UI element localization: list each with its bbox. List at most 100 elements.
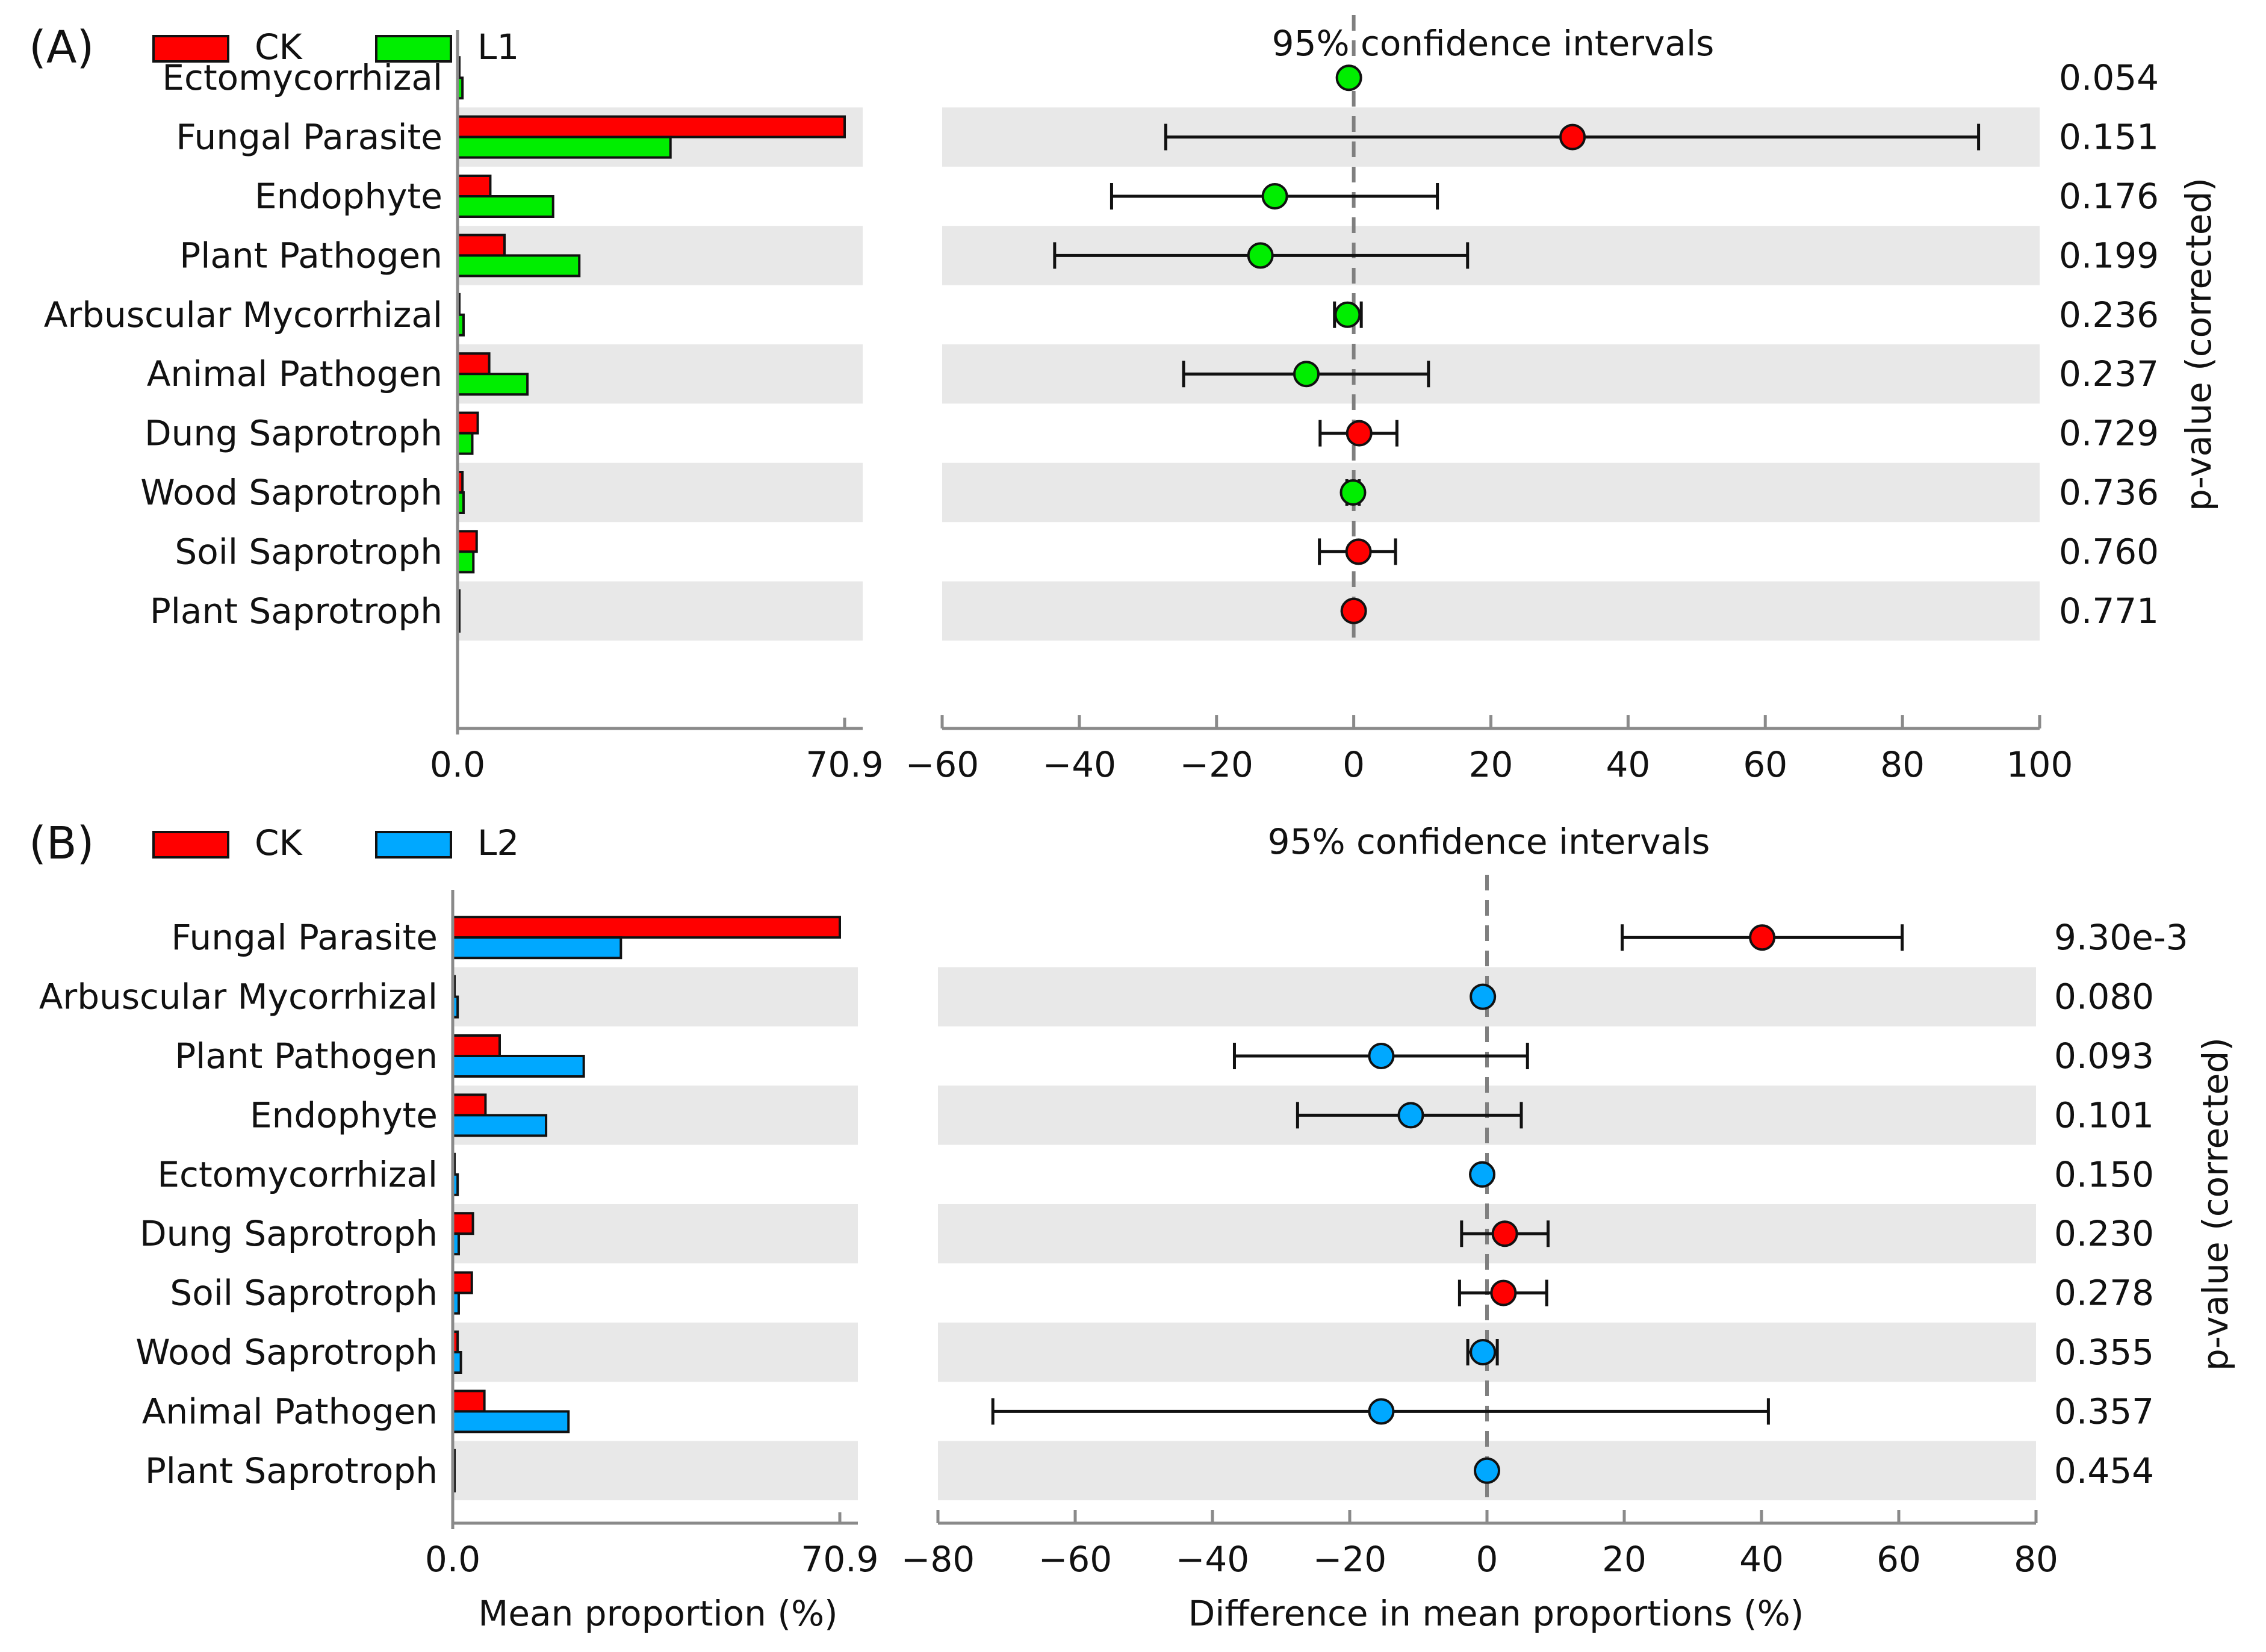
p-value: 0.278: [2054, 1273, 2154, 1314]
difference-point-ck: [1345, 538, 1372, 565]
difference-point-l2: [1474, 1457, 1500, 1484]
row-band-left: [453, 1322, 858, 1382]
bar-ck: [456, 411, 479, 435]
legend-label-l2: L2: [477, 822, 519, 863]
difference-point-l1: [1247, 242, 1274, 269]
category-label: Ectomycorrhizal: [157, 1154, 438, 1195]
p-value: 0.199: [2059, 235, 2159, 276]
difference-tick-label: −20: [1180, 744, 1253, 785]
difference-tick-label: 20: [1469, 744, 1513, 785]
p-value: 0.729: [2059, 413, 2159, 454]
category-label: Ectomycorrhizal: [162, 57, 442, 98]
category-label: Plant Saprotroph: [145, 1450, 438, 1491]
legend-swatch-l1: [375, 35, 452, 63]
difference-point-ck: [1491, 1220, 1518, 1247]
mean-proportion-tick-label: 70.9: [806, 744, 883, 785]
p-value: 9.30e-3: [2054, 917, 2188, 958]
panel-letter: (A): [29, 22, 94, 73]
difference-tick-label: 60: [1876, 1539, 1921, 1580]
bar-l2: [452, 936, 622, 960]
bar-l1: [456, 432, 474, 455]
category-label: Fungal Parasite: [176, 117, 442, 158]
category-label: Dung Saprotroph: [144, 413, 442, 454]
bar-ck: [456, 175, 492, 197]
p-value: 0.054: [2059, 57, 2159, 98]
difference-point-l1: [1261, 183, 1288, 210]
p-value: 0.236: [2059, 294, 2159, 335]
difference-point-l1: [1339, 479, 1367, 506]
category-label: Fungal Parasite: [171, 917, 438, 958]
bar-ck: [456, 115, 846, 138]
bar-l2: [452, 1410, 570, 1433]
difference-tick-label: 0: [1476, 1539, 1498, 1580]
p-value: 0.151: [2059, 117, 2159, 158]
row-band-left: [458, 581, 863, 641]
row-band-right: [942, 462, 2040, 523]
bar-l1: [456, 550, 475, 574]
difference-tick-label: −80: [901, 1539, 975, 1580]
difference-point-l2: [1470, 1339, 1497, 1365]
panel-letter: (B): [29, 818, 95, 869]
bar-ck: [452, 1390, 486, 1413]
p-value: 0.355: [2054, 1332, 2154, 1373]
row-band-left: [453, 1204, 858, 1264]
difference-tick-label: 40: [1606, 744, 1650, 785]
row-band-left: [458, 462, 863, 523]
category-label: Soil Saprotroph: [170, 1273, 438, 1314]
bar-ck: [456, 352, 491, 376]
panel-b: (B) CK L2 95% confidence intervals Fungal Pa…: [29, 818, 2236, 1580]
difference-point-l2: [1470, 983, 1497, 1010]
difference-tick-label: 60: [1743, 744, 1787, 785]
category-label: Dung Saprotroph: [140, 1213, 438, 1254]
ci-title: 95% confidence intervals: [1268, 821, 1710, 862]
difference-point-l2: [1397, 1102, 1424, 1129]
mean-proportion-tick-label: 0.0: [430, 744, 485, 785]
p-value-axis-label: p-value (corrected): [2195, 1037, 2236, 1371]
difference-point-ck: [1490, 1279, 1517, 1306]
difference-point-l2: [1469, 1161, 1496, 1188]
difference-axis-title: Difference in mean proportions (%): [1188, 1593, 1804, 1634]
p-value: 0.230: [2054, 1213, 2154, 1254]
mean-proportion-axis-title: Mean proportion (%): [478, 1593, 837, 1634]
difference-tick-label: 80: [1880, 744, 1925, 785]
p-value: 0.736: [2059, 472, 2159, 513]
bar-l2: [452, 1055, 585, 1078]
p-value: 0.150: [2054, 1154, 2154, 1195]
difference-tick-label: 100: [2007, 744, 2073, 785]
panel-a: (A) CK L1 95% confidence intervals Ectomycor…: [29, 15, 2219, 785]
category-label: Arbuscular Mycorrhizal: [39, 977, 438, 1017]
difference-point-l1: [1293, 361, 1320, 388]
row-band-right: [942, 581, 2040, 641]
difference-point-ck: [1749, 924, 1776, 951]
bar-ck: [456, 234, 506, 257]
legend-swatch-ck: [152, 831, 229, 859]
category-label: Arbuscular Mycorrhizal: [44, 294, 442, 335]
row-band-left: [453, 1441, 858, 1500]
bar-ck: [452, 1271, 473, 1294]
category-label: Soil Saprotroph: [175, 531, 442, 572]
legend-swatch-ck: [152, 35, 229, 63]
difference-tick-label: 0: [1343, 744, 1365, 785]
difference-point-ck: [1340, 597, 1367, 624]
difference-tick-label: −60: [905, 744, 979, 785]
difference-tick-label: −60: [1038, 1539, 1112, 1580]
bar-l1: [456, 195, 554, 218]
bar-ck: [452, 1034, 501, 1057]
bar-l1: [456, 135, 672, 159]
difference-tick-label: −20: [1313, 1539, 1386, 1580]
difference-tick-label: 40: [1739, 1539, 1784, 1580]
difference-point-l1: [1334, 301, 1361, 328]
difference-tick-label: −40: [1176, 1539, 1249, 1580]
difference-tick-label: 20: [1602, 1539, 1647, 1580]
bar-l1: [456, 373, 529, 396]
difference-point-l1: [1335, 64, 1362, 92]
legend-swatch-l2: [375, 831, 452, 859]
p-value: 0.176: [2059, 176, 2159, 217]
bar-ck: [452, 1093, 487, 1117]
difference-point-ck: [1346, 420, 1373, 447]
row-band-right: [942, 344, 2040, 404]
p-value: 0.101: [2054, 1095, 2154, 1135]
difference-point-l2: [1368, 1398, 1395, 1425]
p-value: 0.237: [2059, 353, 2159, 394]
